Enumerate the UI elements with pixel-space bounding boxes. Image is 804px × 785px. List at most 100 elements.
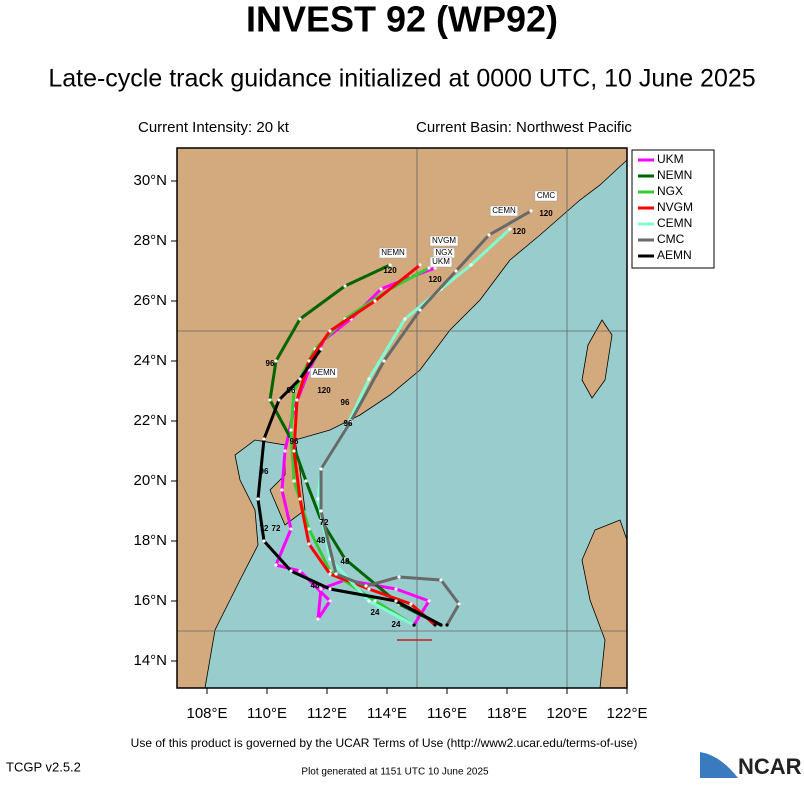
terms: Use of this product is governed by the U…: [131, 736, 638, 750]
end-label: AEMN: [312, 368, 335, 377]
track-point: [319, 587, 323, 591]
track-point: [292, 389, 296, 393]
track-point: [343, 557, 347, 561]
y-tick-label: 26°N: [133, 292, 167, 309]
track-point: [364, 584, 368, 588]
hour-label: 120: [428, 275, 442, 284]
hour-label: 96: [341, 398, 350, 407]
y-tick-label: 24°N: [133, 352, 167, 369]
track-point: [487, 233, 491, 237]
track: [319, 209, 532, 626]
legend-label: UKM: [657, 152, 684, 166]
track-point: [367, 377, 371, 381]
legend-label: CMC: [657, 232, 685, 246]
y-tick-label: 14°N: [133, 652, 167, 669]
track-point: [262, 539, 266, 543]
track-point: [457, 602, 461, 606]
x-tick-label: 112°E: [307, 705, 347, 722]
end-label-box: [534, 190, 558, 202]
taiwan: [581, 319, 613, 399]
track-point: [379, 287, 383, 291]
hour-label: 120: [512, 227, 526, 236]
end-label-box: [489, 205, 519, 217]
track-point: [439, 578, 443, 582]
track-point: [298, 569, 302, 573]
track-point: [328, 587, 332, 591]
end-label: CMC: [537, 191, 555, 200]
x-tick-label: 114°E: [367, 705, 407, 722]
track-point: [334, 572, 338, 576]
hour-label: 24: [392, 620, 401, 629]
x-tick-label: 120°E: [546, 705, 587, 722]
track-point: [397, 575, 401, 579]
y-tick-label: 20°N: [133, 472, 167, 489]
x-tick-label: 116°E: [427, 705, 467, 722]
track-point: [292, 479, 296, 483]
track-point: [394, 587, 398, 591]
track-point: [268, 398, 272, 402]
track-point: [289, 428, 293, 432]
track-point: [427, 266, 431, 270]
y-tick-label: 28°N: [133, 232, 167, 249]
track-point: [382, 359, 386, 363]
hour-label: 120: [539, 209, 553, 218]
track-point: [319, 467, 323, 471]
end-label: NVGM: [432, 236, 456, 245]
y-tick-label: 18°N: [133, 532, 167, 549]
end-label-box: [310, 367, 338, 379]
end-label: NEMN: [381, 248, 405, 257]
hour-label: 48: [311, 581, 320, 590]
track-point: [298, 317, 302, 321]
track-point: [367, 587, 371, 591]
hour-label: 96: [344, 419, 353, 428]
hour-label: 120: [317, 386, 331, 395]
track-point: [316, 617, 320, 621]
basin: Current Basin: Northwest Pacific: [416, 119, 632, 136]
hour-label: 96: [260, 467, 269, 476]
end-label-box: [429, 256, 453, 268]
hour-label: 120: [383, 266, 397, 275]
track-point: [298, 377, 302, 381]
y-tick-label: 22°N: [133, 412, 167, 429]
track-point: [409, 602, 413, 606]
track-point: [292, 449, 296, 453]
track-point: [289, 569, 293, 573]
track-point: [508, 227, 512, 231]
track-point: [298, 497, 302, 501]
subtitle: Late-cycle track guidance initialized at…: [48, 65, 755, 93]
legend: UKM NEMN NGX NVGM CEMN CMC AEMN: [631, 149, 715, 269]
track-point: [394, 599, 398, 603]
x-tick-label: 108°E: [186, 705, 227, 722]
legend-label: NGX: [657, 184, 683, 198]
track-point: [307, 359, 311, 363]
track-point: [418, 308, 422, 312]
track-point: [388, 263, 392, 267]
hour-label: 72: [260, 524, 269, 533]
x-tick-label: 122°E: [606, 705, 647, 722]
legend-label: NVGM: [657, 200, 693, 214]
intensity: Current Intensity: 20 kt: [138, 119, 290, 136]
end-label: CEMN: [492, 206, 516, 215]
x-tick-label: 118°E: [487, 705, 527, 722]
track-point: [445, 623, 449, 627]
y-tick-label: 16°N: [133, 592, 167, 609]
track-point: [274, 359, 278, 363]
track-point: [295, 398, 299, 402]
track-point: [349, 419, 353, 423]
track-point: [289, 527, 293, 531]
track: [256, 348, 442, 627]
legend-label: CEMN: [657, 216, 692, 230]
legend-label: AEMN: [657, 248, 692, 262]
track-point: [454, 269, 458, 273]
track-point: [427, 599, 431, 603]
track-point: [256, 497, 260, 501]
hour-label: 72: [320, 518, 329, 527]
track-point: [367, 599, 371, 603]
hour-label: 96: [266, 359, 275, 368]
track-point: [328, 329, 332, 333]
track-point: [307, 542, 311, 546]
grid: [177, 148, 627, 688]
logo-swoosh: [700, 752, 738, 778]
track-point: [343, 284, 347, 288]
